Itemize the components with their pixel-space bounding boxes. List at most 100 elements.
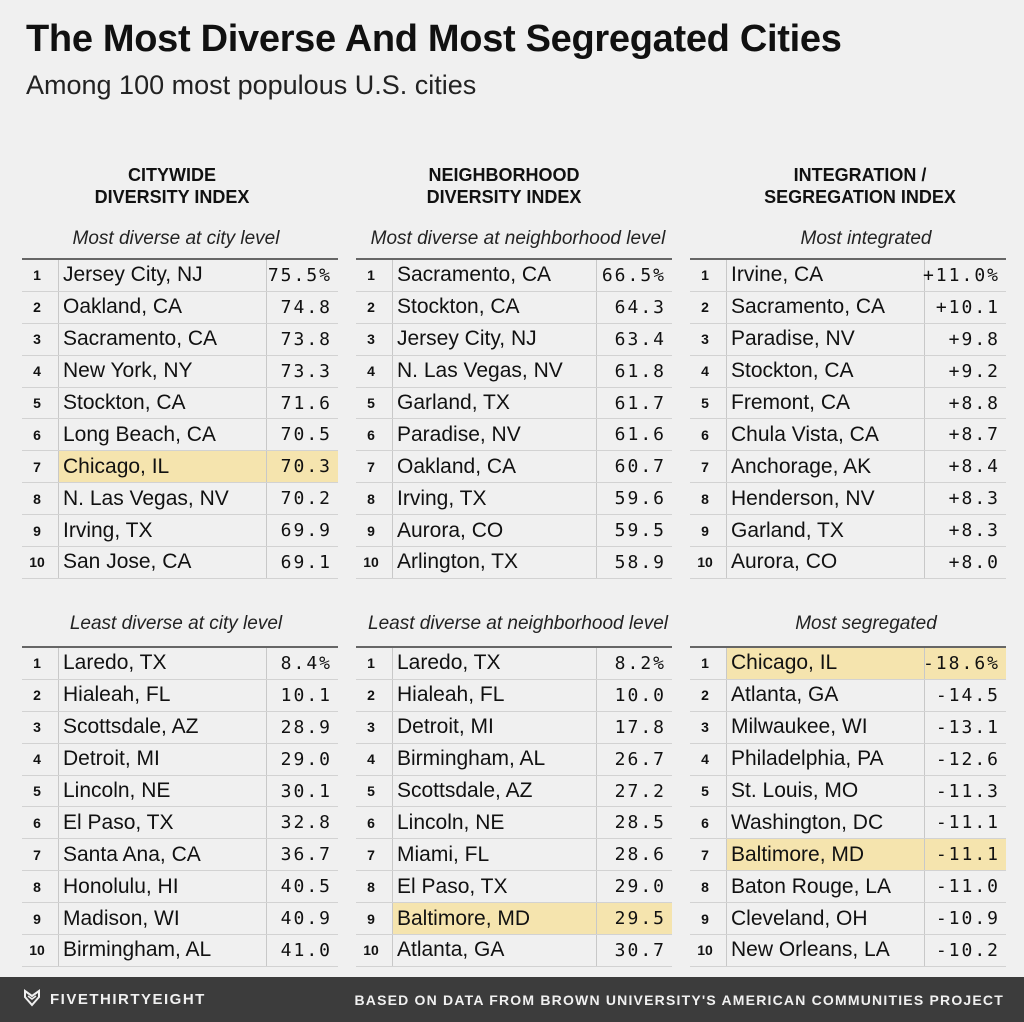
table-row: 8 El Paso, TX 29.0 — [356, 871, 672, 904]
rank-number: 10 — [363, 554, 379, 571]
table-row: 7 Oakland, CA 60.7 — [356, 451, 672, 484]
city-name: Stockton, CA — [392, 291, 597, 323]
city-name: Washington, DC — [726, 807, 925, 839]
rank-number: 6 — [33, 814, 41, 831]
index-value: 60.7 — [596, 451, 672, 483]
city-name: Philadelphia, PA — [726, 743, 925, 775]
table-row: 10 Aurora, CO +8.0 — [690, 547, 1006, 579]
city-name: Baltimore, MD — [392, 903, 597, 935]
rank-number: 5 — [701, 395, 709, 411]
rank-number: 9 — [367, 910, 375, 927]
table-row: 5 Scottsdale, AZ 27.2 — [356, 775, 672, 808]
table-row: 2 Hialeah, FL 10.0 — [356, 679, 672, 712]
city-name: Cleveland, OH — [726, 903, 925, 935]
rank-number: 7 — [33, 458, 41, 475]
index-value: 59.6 — [596, 483, 672, 515]
rank-number: 10 — [363, 942, 379, 959]
table-row: 9 Madison, WI 40.9 — [22, 903, 338, 936]
city-name: Sacramento, CA — [392, 260, 597, 291]
city-name: Baton Rouge, LA — [726, 871, 925, 903]
table-row: 1 Jersey City, NJ 75.5% — [22, 260, 338, 292]
rank-number: 10 — [697, 942, 713, 959]
table-row: 10 Atlanta, GA 30.7 — [356, 935, 672, 967]
rank-number: 4 — [367, 363, 375, 380]
city-name: Irving, TX — [392, 483, 597, 515]
rank-number: 9 — [701, 522, 709, 539]
table-row: 8 Henderson, NV +8.3 — [690, 483, 1006, 516]
column-header: CITYWIDE DIVERSITY INDEX — [12, 164, 332, 208]
index-value: 29.0 — [266, 743, 338, 775]
table-row: 7 Miami, FL 28.6 — [356, 839, 672, 872]
rank-number: 4 — [701, 751, 709, 768]
table-row: 7 Baltimore, MD -11.1 — [690, 839, 1006, 872]
index-value: +8.4 — [924, 451, 1006, 483]
ranking-table: 1 Laredo, TX 8.4% 2 Hialeah, FL 10.1 3 Scottsda… — [22, 646, 338, 967]
city-name: Honolulu, HI — [58, 871, 267, 903]
city-name: Henderson, NV — [726, 483, 925, 515]
index-value: +11.0% — [923, 260, 1006, 291]
table-row: 4 New York, NY 73.3 — [22, 355, 338, 388]
table-row: 10 New Orleans, LA -10.2 — [690, 935, 1006, 967]
city-name: Lincoln, NE — [392, 807, 597, 839]
city-name: Anchorage, AK — [726, 451, 925, 483]
footer-brand: FIVETHIRTYEIGHT — [22, 977, 206, 1022]
table-row: 6 Lincoln, NE 28.5 — [356, 807, 672, 840]
city-name: Sacramento, CA — [726, 291, 925, 323]
city-name: Lincoln, NE — [58, 775, 267, 807]
city-name: N. Las Vegas, NV — [58, 483, 267, 515]
city-name: Atlanta, GA — [726, 679, 925, 711]
city-name: Arlington, TX — [392, 547, 597, 578]
city-name: Aurora, CO — [726, 547, 925, 578]
index-value: 40.5 — [266, 871, 338, 903]
index-value: 10.1 — [266, 679, 338, 711]
index-value: 59.5 — [596, 515, 672, 547]
rank-number: 3 — [367, 331, 375, 348]
index-value: 36.7 — [266, 839, 338, 871]
rank-number: 10 — [29, 554, 45, 571]
table-row: 9 Cleveland, OH -10.9 — [690, 903, 1006, 936]
city-name: Stockton, CA — [726, 355, 925, 387]
city-name: Oakland, CA — [58, 291, 267, 323]
rank-number: 4 — [33, 363, 41, 380]
city-name: Milwaukee, WI — [726, 711, 925, 743]
index-value: -14.5 — [924, 679, 1006, 711]
index-value: +8.0 — [924, 547, 1006, 578]
rank-number: 8 — [701, 490, 709, 507]
city-name: Irvine, CA — [726, 260, 925, 291]
table-row: 6 Paradise, NV 61.6 — [356, 419, 672, 452]
index-value: 63.4 — [596, 323, 672, 355]
city-name: San Jose, CA — [58, 547, 267, 578]
index-value: 71.6 — [266, 387, 338, 419]
index-value: +8.7 — [924, 419, 1006, 451]
table-row: 3 Jersey City, NJ 63.4 — [356, 323, 672, 356]
city-name: New Orleans, LA — [726, 935, 925, 966]
index-value: 69.1 — [266, 547, 338, 578]
city-name: Jersey City, NJ — [58, 260, 267, 291]
city-name: New York, NY — [58, 355, 267, 387]
table-row: 2 Oakland, CA 74.8 — [22, 291, 338, 324]
index-value: -11.1 — [924, 807, 1006, 839]
city-name: Birmingham, AL — [392, 743, 597, 775]
index-value: -10.2 — [924, 935, 1006, 966]
rank-number: 2 — [367, 299, 375, 316]
rank-number: 7 — [33, 846, 41, 863]
rank-number: 5 — [33, 395, 41, 411]
table-row: 2 Hialeah, FL 10.1 — [22, 679, 338, 712]
section-label: Most diverse at neighborhood level — [370, 228, 666, 249]
city-name: Birmingham, AL — [58, 935, 267, 966]
city-name: Oakland, CA — [392, 451, 597, 483]
rank-number: 8 — [701, 878, 709, 895]
fivethirtyeight-logo-icon — [22, 988, 42, 1012]
index-value: -18.6% — [923, 648, 1006, 679]
rank-number: 3 — [701, 719, 709, 736]
column-header: INTEGRATION / SEGREGATION INDEX — [700, 164, 1020, 208]
rank-number: 2 — [33, 687, 41, 704]
index-value: 8.4% — [266, 648, 338, 679]
rank-number: 1 — [33, 655, 41, 672]
index-value: 64.3 — [596, 291, 672, 323]
rank-number: 1 — [701, 655, 709, 672]
column-header: NEIGHBORHOOD DIVERSITY INDEX — [344, 164, 664, 208]
index-value: +9.2 — [924, 355, 1006, 387]
index-value: 28.5 — [596, 807, 672, 839]
column-header-line2: SEGREGATION INDEX — [764, 187, 956, 207]
